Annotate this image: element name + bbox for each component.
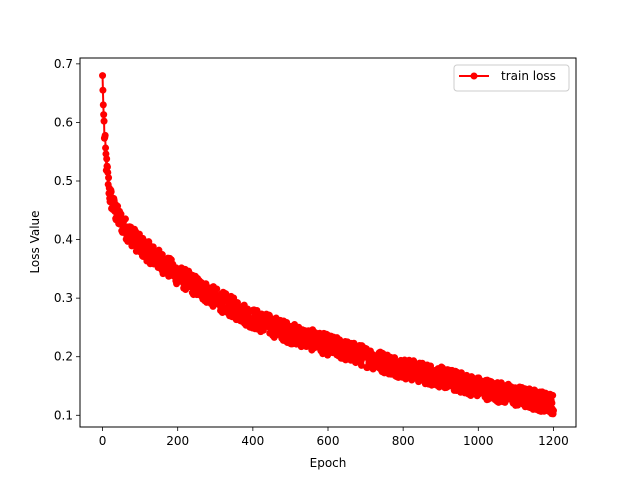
data-point xyxy=(357,361,365,369)
y-axis-ticks: 0.1 0.2 0.3 0.4 0.5 0.6 0.7 xyxy=(54,57,80,422)
y-tick-label: 0.2 xyxy=(54,350,73,364)
y-tick-label: 0.4 xyxy=(54,233,73,247)
legend-box xyxy=(453,64,570,92)
x-tick-label: 1200 xyxy=(538,434,569,448)
data-point xyxy=(457,369,465,377)
y-tick-label: 0.7 xyxy=(54,57,73,71)
data-point xyxy=(99,86,107,94)
data-point xyxy=(100,117,108,125)
data-point xyxy=(100,111,108,119)
x-axis-title: Epoch xyxy=(310,456,347,470)
legend-marker-swatch xyxy=(470,72,478,80)
x-tick-label: 800 xyxy=(392,434,415,448)
x-tick-label: 200 xyxy=(166,434,189,448)
data-point xyxy=(158,251,166,259)
data-point xyxy=(102,144,110,152)
legend: train loss xyxy=(453,64,570,92)
data-point xyxy=(99,72,107,80)
data-point xyxy=(549,407,557,415)
data-point xyxy=(101,131,109,139)
x-tick-label: 1000 xyxy=(463,434,494,448)
y-tick-label: 0.1 xyxy=(54,408,73,422)
x-tick-label: 600 xyxy=(317,434,340,448)
data-point xyxy=(103,155,111,163)
plot-data-layer xyxy=(99,72,557,418)
data-point xyxy=(103,163,111,171)
data-point xyxy=(107,188,115,196)
x-axis-ticks: 0 200 400 600 800 1000 1200 xyxy=(99,427,569,448)
data-point xyxy=(99,101,107,109)
data-point xyxy=(149,243,157,251)
data-point xyxy=(105,174,113,182)
x-tick-label: 400 xyxy=(241,434,264,448)
x-tick-label: 0 xyxy=(99,434,107,448)
y-tick-label: 0.5 xyxy=(54,174,73,188)
y-tick-label: 0.6 xyxy=(54,115,73,129)
data-point xyxy=(549,391,557,399)
data-point xyxy=(104,168,112,176)
data-point xyxy=(427,362,435,370)
data-point xyxy=(548,399,556,407)
data-point xyxy=(213,285,221,293)
y-axis-title: Loss Value xyxy=(28,210,42,273)
data-point xyxy=(121,215,129,223)
y-tick-label: 0.3 xyxy=(54,291,73,305)
legend-label-train-loss: train loss xyxy=(501,69,556,83)
